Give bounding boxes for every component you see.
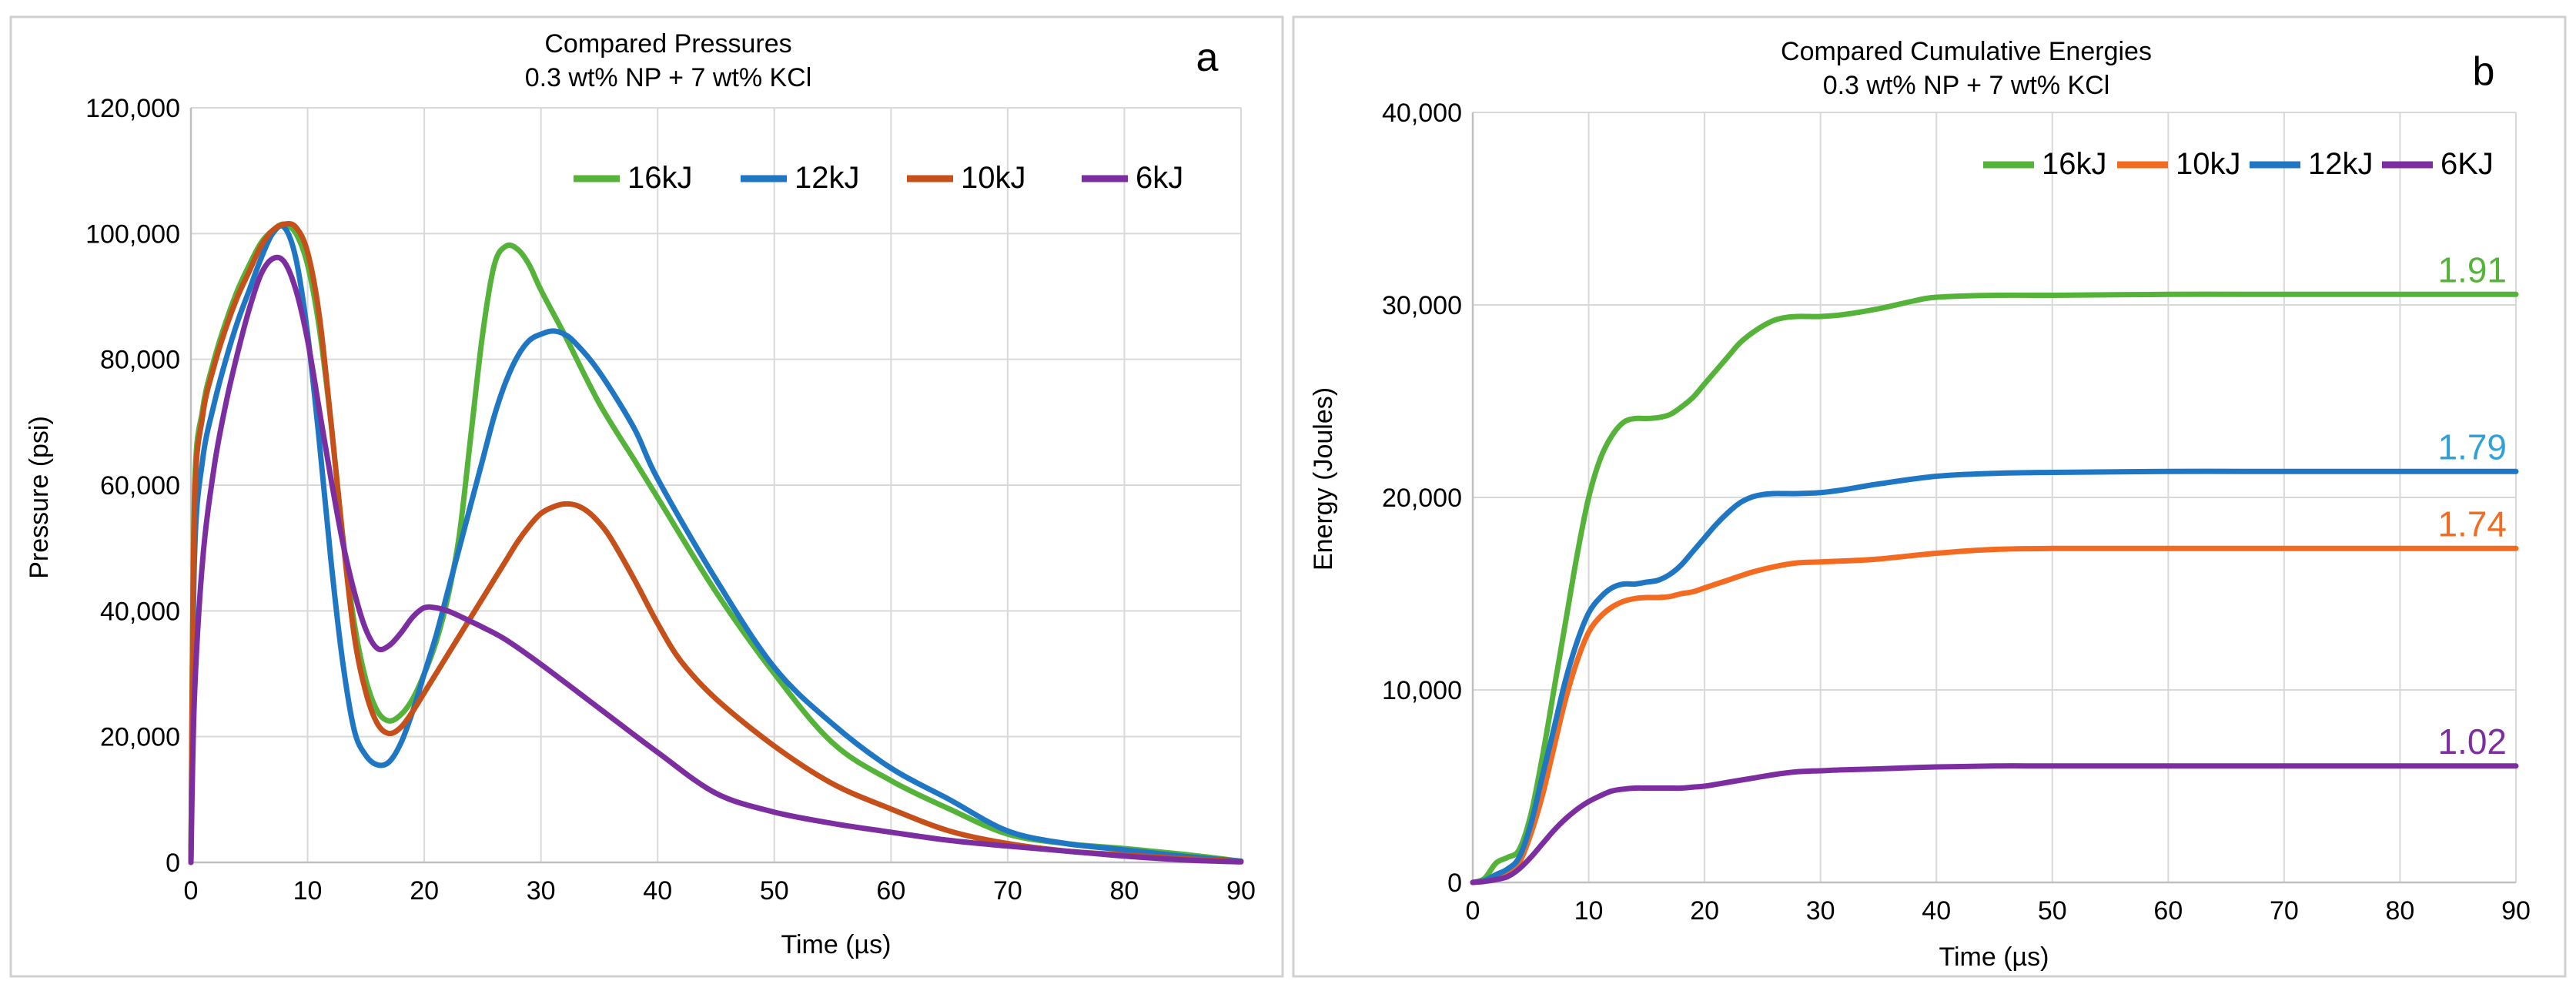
panel-a-xlabel: Time (µs) bbox=[781, 930, 892, 959]
panel-a-series bbox=[188, 220, 1244, 865]
series-line-12kj bbox=[188, 223, 1244, 865]
panel-b-subtitle: 0.3 wt% NP + 7 wt% KCl bbox=[1823, 71, 2110, 100]
series-line-16kj bbox=[1470, 291, 2519, 886]
y-tick-label: 40,000 bbox=[1382, 99, 1462, 128]
x-tick-label: 0 bbox=[184, 876, 199, 906]
panel-a-tick-labels: 0 20,000 40,000 60,000 80,000 100,000 120,000 0… bbox=[85, 94, 1256, 906]
series-line-6kj bbox=[188, 254, 1244, 865]
panel-a-subtitle: 0.3 wt% NP + 7 wt% KCl bbox=[525, 63, 812, 92]
y-tick-label: 0 bbox=[1447, 869, 1462, 898]
x-tick-label: 90 bbox=[2501, 896, 2531, 926]
panel-b-tick-labels: 0 10,000 20,000 30,000 40,000 0 10 20 30 40 50 60 70… bbox=[1382, 99, 2531, 926]
x-tick-label: 0 bbox=[1466, 896, 1480, 926]
panel-a-ylabel: Pressure (psi) bbox=[25, 416, 54, 579]
end-label-12kj: 1.79 bbox=[2437, 427, 2507, 467]
legend-label-12kj: 12kJ bbox=[2308, 147, 2374, 181]
panel-a-title: Compared Pressures bbox=[544, 29, 791, 59]
panel-b-gridlines bbox=[1471, 112, 2517, 884]
x-tick-label: 80 bbox=[1110, 876, 1139, 906]
series-line-6kj bbox=[1470, 763, 2519, 886]
legend-label-12kj: 12kJ bbox=[795, 161, 860, 195]
panel-a-gridlines bbox=[189, 107, 1242, 864]
panel-b-legend: 16kJ 10kJ 12kJ 6KJ bbox=[1983, 147, 2494, 181]
y-tick-label: 20,000 bbox=[100, 723, 180, 752]
y-tick-label: 120,000 bbox=[85, 94, 180, 123]
panel-a-border bbox=[9, 15, 1284, 978]
x-tick-label: 10 bbox=[1574, 896, 1604, 926]
panel-b-end-labels: 1.91 1.79 1.74 1.02 bbox=[2437, 249, 2507, 762]
series-line-10kj bbox=[1470, 545, 2519, 886]
panel-b-title: Compared Cumulative Energies bbox=[1781, 37, 2152, 66]
series-line-12kj bbox=[1470, 468, 2519, 886]
panel-b-letter: b bbox=[2473, 49, 2495, 94]
y-tick-label: 40,000 bbox=[100, 597, 180, 626]
panel-b-xlabel: Time (µs) bbox=[1939, 942, 2049, 972]
x-tick-label: 90 bbox=[1226, 876, 1256, 906]
x-tick-label: 50 bbox=[2038, 896, 2067, 926]
legend-label-16kj: 16kJ bbox=[627, 161, 693, 195]
y-tick-label: 80,000 bbox=[100, 346, 180, 375]
y-tick-label: 30,000 bbox=[1382, 291, 1462, 320]
energy-chart-panel: Compared Cumulative Energies 0.3 wt% NP … bbox=[1292, 15, 2567, 978]
x-tick-label: 20 bbox=[410, 876, 439, 906]
x-tick-label: 30 bbox=[527, 876, 556, 906]
x-tick-label: 10 bbox=[293, 876, 323, 906]
pressure-chart-panel: Compared Pressures 0.3 wt% NP + 7 wt% KC… bbox=[9, 15, 1284, 978]
legend-label-16kj: 16kJ bbox=[2042, 147, 2107, 181]
x-tick-label: 70 bbox=[993, 876, 1022, 906]
y-tick-label: 60,000 bbox=[100, 471, 180, 500]
legend-label-6kj: 6KJ bbox=[2441, 147, 2494, 181]
panel-b-series bbox=[1470, 291, 2519, 886]
y-tick-label: 100,000 bbox=[85, 219, 180, 249]
x-tick-label: 60 bbox=[2153, 896, 2183, 926]
end-label-6kj: 1.02 bbox=[2437, 721, 2507, 762]
x-tick-label: 60 bbox=[876, 876, 905, 906]
y-tick-label: 20,000 bbox=[1382, 484, 1462, 513]
x-tick-label: 70 bbox=[2270, 896, 2299, 926]
x-tick-label: 30 bbox=[1806, 896, 1835, 926]
y-tick-label: 0 bbox=[166, 849, 180, 878]
end-label-16kj: 1.91 bbox=[2437, 249, 2507, 290]
panel-b-ylabel: Energy (Joules) bbox=[1309, 387, 1338, 571]
series-line-10kj bbox=[188, 220, 1244, 865]
x-tick-label: 20 bbox=[1690, 896, 1719, 926]
panel-a-legend: 16kJ 12kJ 10kJ 6kJ bbox=[574, 161, 1183, 195]
x-tick-label: 40 bbox=[1922, 896, 1951, 926]
y-tick-label: 10,000 bbox=[1382, 676, 1462, 705]
x-tick-label: 40 bbox=[643, 876, 672, 906]
x-tick-label: 50 bbox=[760, 876, 789, 906]
panel-a-letter: a bbox=[1196, 35, 1219, 80]
legend-label-10kj: 10kJ bbox=[961, 161, 1026, 195]
end-label-10kj: 1.74 bbox=[2437, 504, 2507, 544]
legend-label-6kj: 6kJ bbox=[1136, 161, 1183, 195]
legend-label-10kj: 10kJ bbox=[2176, 147, 2241, 181]
x-tick-label: 80 bbox=[2386, 896, 2415, 926]
